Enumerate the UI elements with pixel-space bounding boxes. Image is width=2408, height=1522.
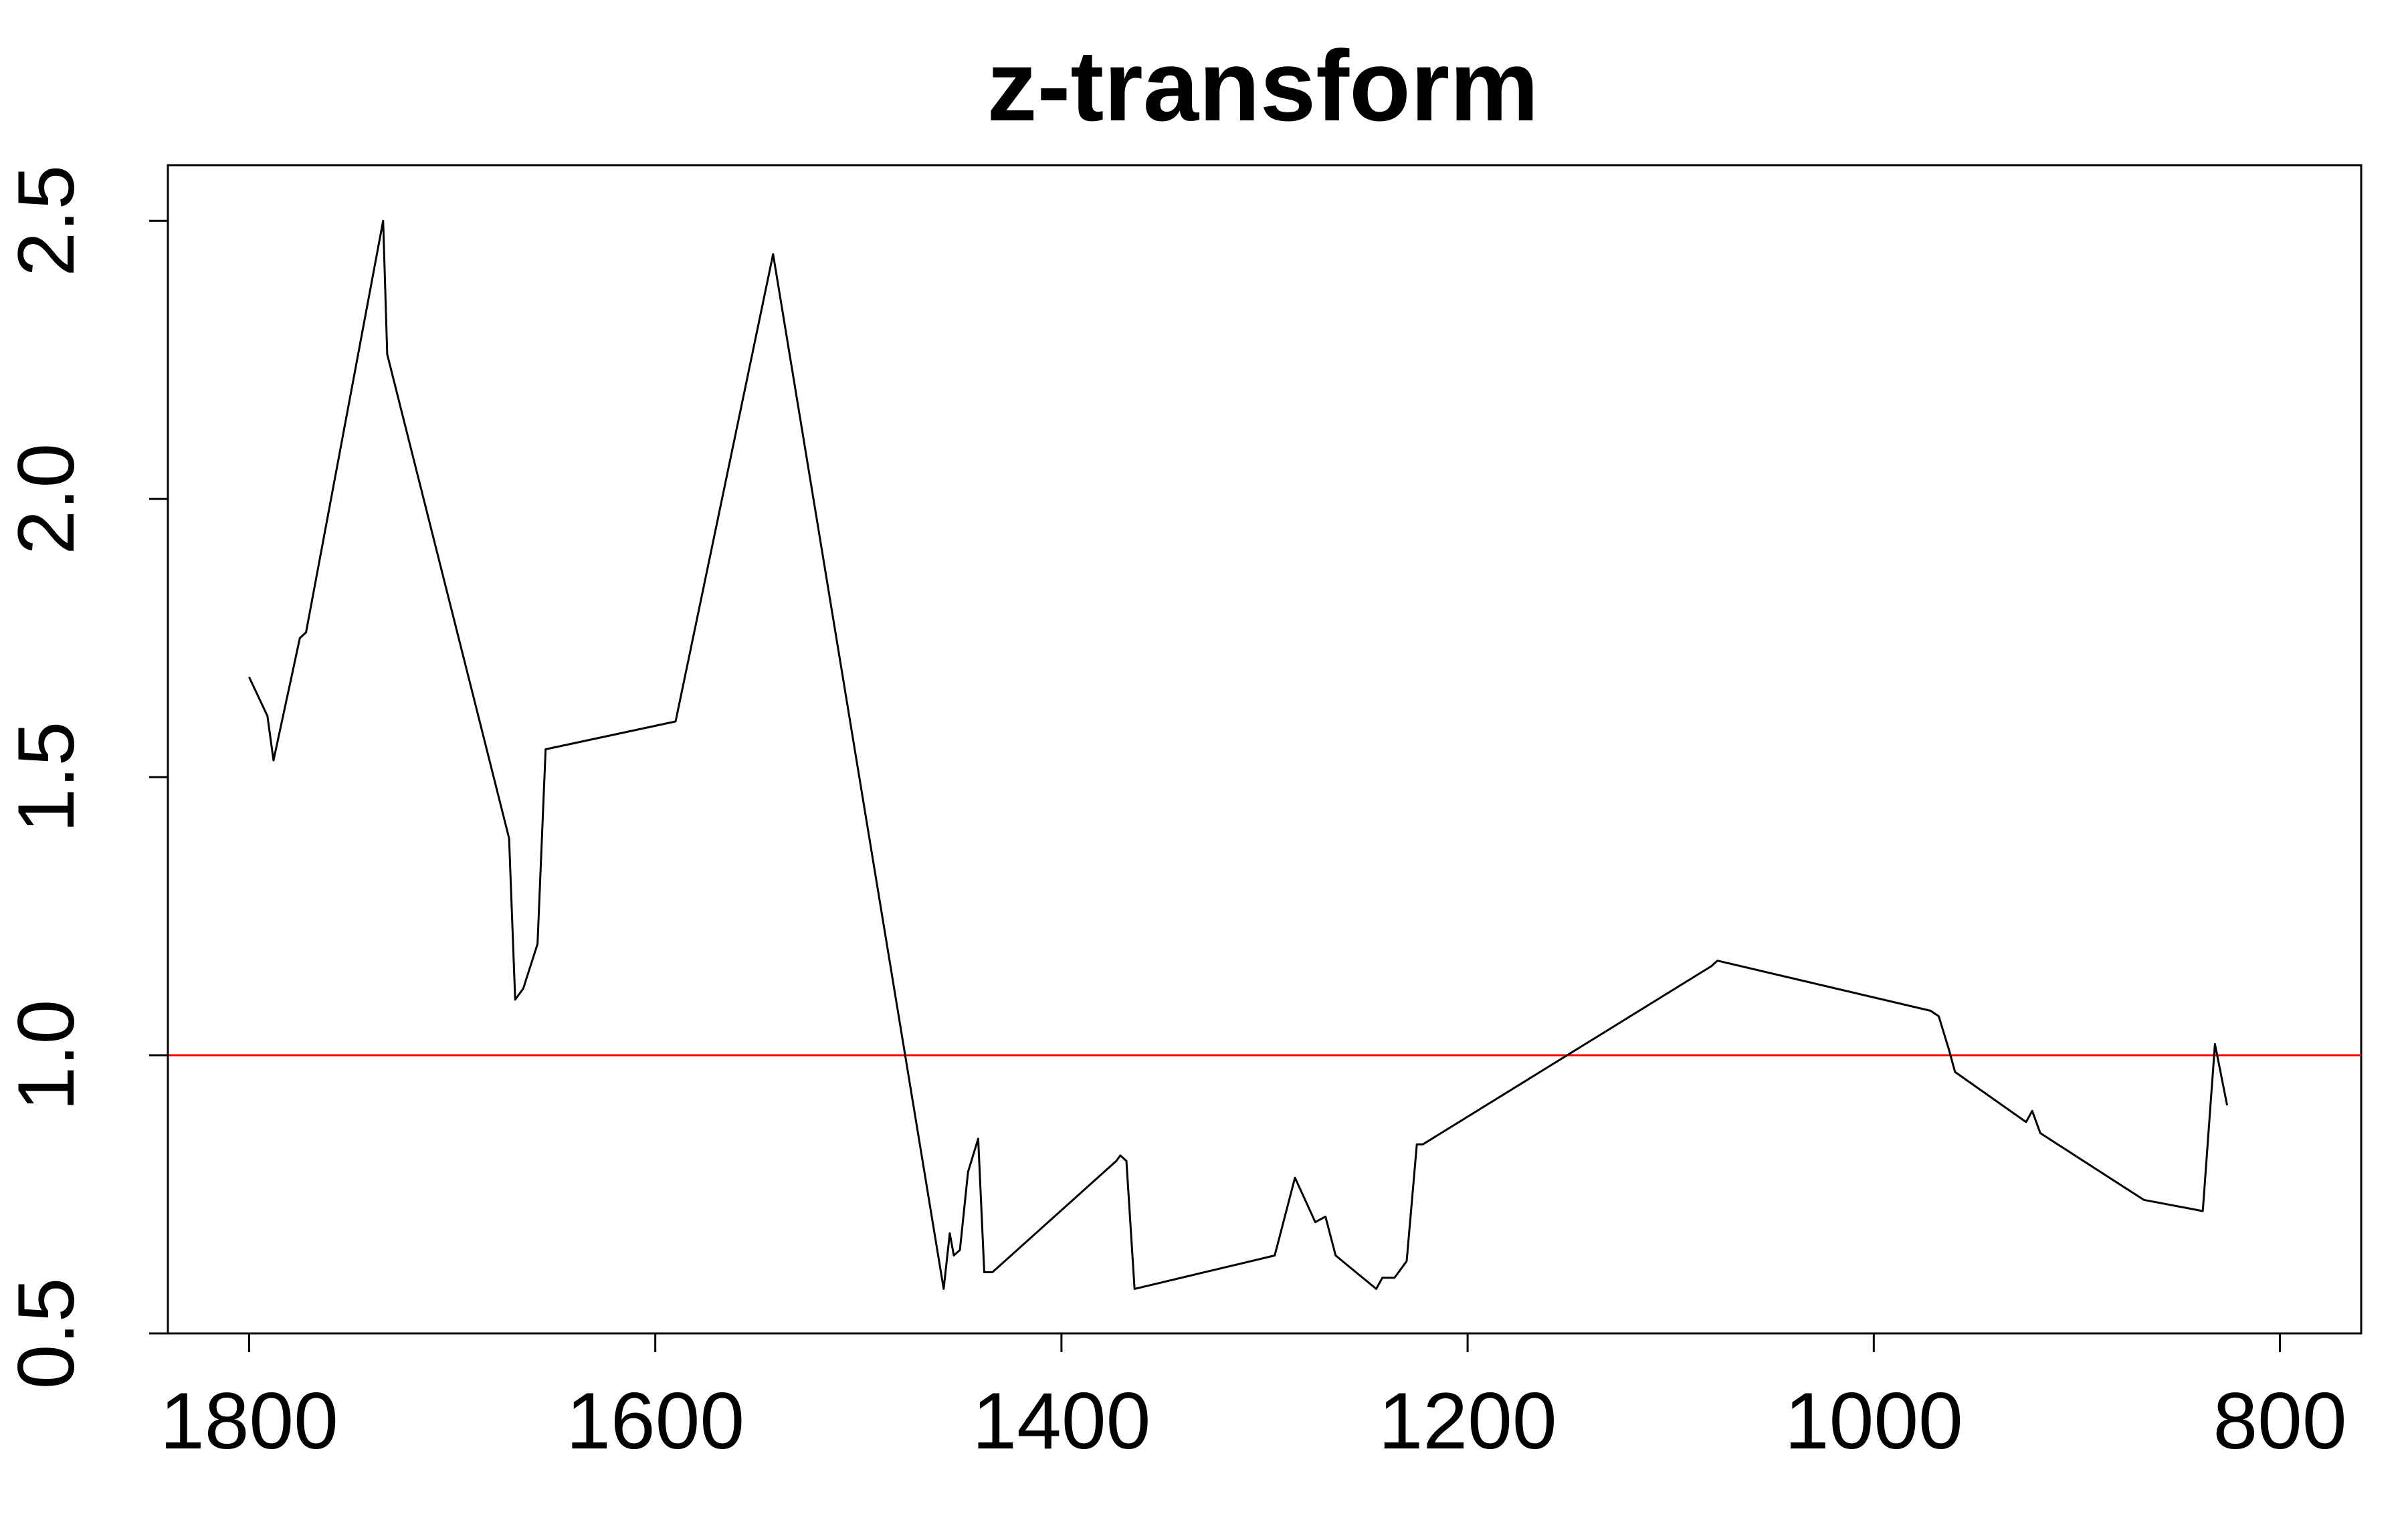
series-line <box>248 219 2229 1290</box>
y-axis: 0.5 1.0 1.5 2.0 2.5 <box>1 165 168 1390</box>
y-tick-label: 1.5 <box>1 722 91 833</box>
y-tick-label: 1.0 <box>1 1000 91 1111</box>
x-axis: 1800 1600 1400 1200 1000 800 <box>160 1333 2347 1466</box>
x-tick-label: 1200 <box>1379 1376 1557 1466</box>
x-tick-label: 1600 <box>566 1376 744 1466</box>
plot-frame <box>167 164 2363 1335</box>
chart-title: z-transform <box>987 29 1538 142</box>
x-tick-label: 1400 <box>972 1376 1150 1466</box>
x-tick-label: 1000 <box>1785 1376 1963 1466</box>
y-tick-label: 2.0 <box>1 443 91 555</box>
y-tick-label: 0.5 <box>1 1278 91 1390</box>
y-tick-label: 2.5 <box>1 165 91 277</box>
x-tick-label: 1800 <box>160 1376 338 1466</box>
x-tick-label: 800 <box>2213 1376 2346 1466</box>
